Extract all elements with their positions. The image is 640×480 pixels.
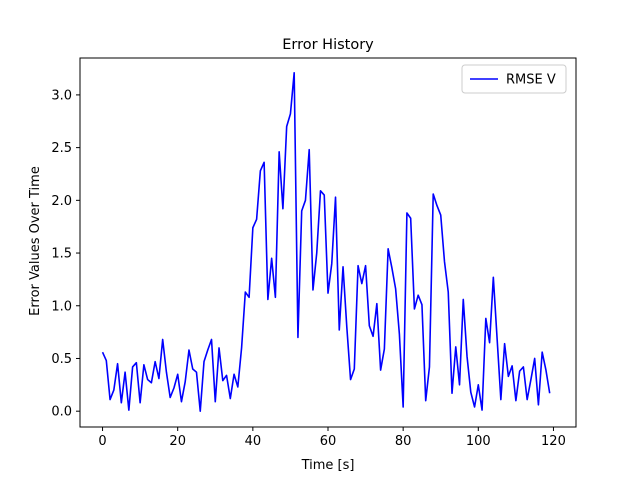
plot-area: 0 20 40 60 80 100 120 0.0 0.5 1.0 1.5 2.0 2.5 3.0 RMSE… <box>51 57 577 449</box>
chart-title: Error History <box>282 37 374 53</box>
legend-label: RMSE V <box>506 73 556 88</box>
y-tick-label: 0.0 <box>51 405 72 420</box>
x-tick-label: 120 <box>541 434 566 449</box>
x-tick-label: 60 <box>320 434 337 449</box>
y-tick-label: 2.5 <box>51 141 72 156</box>
y-tick-label: 3.0 <box>51 88 72 103</box>
series-line-1 <box>101 71 551 412</box>
x-tick-label: 80 <box>395 434 412 449</box>
x-axis-label: Time [s] <box>301 458 355 473</box>
x-tick-label: 40 <box>245 434 262 449</box>
x-tick-label: 100 <box>466 434 491 449</box>
x-tick-label: 20 <box>169 434 186 449</box>
y-tick-label: 1.0 <box>51 299 72 314</box>
y-tick-label: 2.0 <box>51 194 72 209</box>
y-tick-label: 0.5 <box>51 352 72 367</box>
y-tick-label: 1.5 <box>51 247 72 262</box>
y-axis-label: Error Values Over Time <box>28 166 43 316</box>
legend-box <box>461 64 567 94</box>
x-tick-label: 0 <box>98 434 106 449</box>
